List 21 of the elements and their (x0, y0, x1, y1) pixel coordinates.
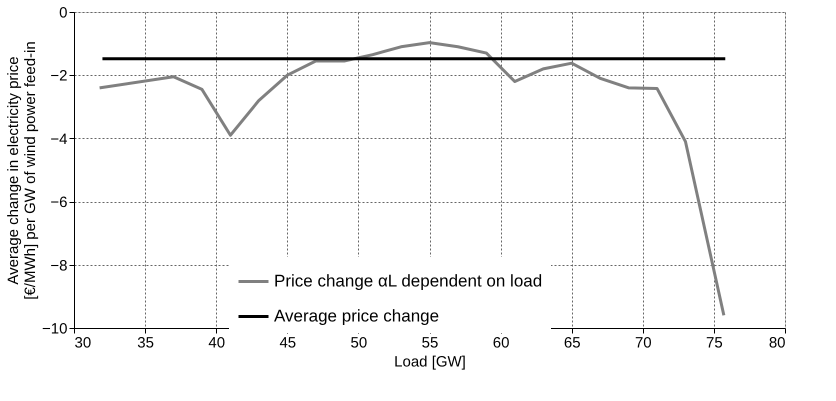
y-tick-label: −10 (42, 320, 68, 338)
x-tick-label: 65 (564, 334, 581, 352)
y-tick-label: −2 (50, 68, 68, 85)
y-axis-title: Average change in electricity price [€/MWh] per GW of wind power feed-in (5, 41, 40, 300)
x-tick-label: 80 (768, 334, 786, 352)
x-tick-label: 55 (422, 334, 438, 352)
y-tick-label: −6 (50, 194, 68, 212)
x-tick-label: 50 (350, 334, 368, 352)
legend-label: Price change αL dependent on load (274, 272, 542, 290)
y-tick-label: 0 (59, 4, 68, 22)
x-tick-label: 35 (137, 334, 154, 352)
x-tick-label: 70 (634, 334, 652, 352)
legend-label: Average price change (274, 306, 440, 326)
x-tick-label: 60 (492, 334, 510, 352)
y-tick-label: −8 (50, 257, 68, 274)
y-tick-label: −4 (50, 130, 68, 148)
x-tick-label: 30 (74, 334, 92, 352)
x-axis-title: Load [GW] (394, 354, 466, 370)
x-tick-label: 45 (279, 334, 296, 352)
x-tick-label: 40 (208, 334, 226, 352)
x-tick-label: 75 (706, 334, 723, 352)
